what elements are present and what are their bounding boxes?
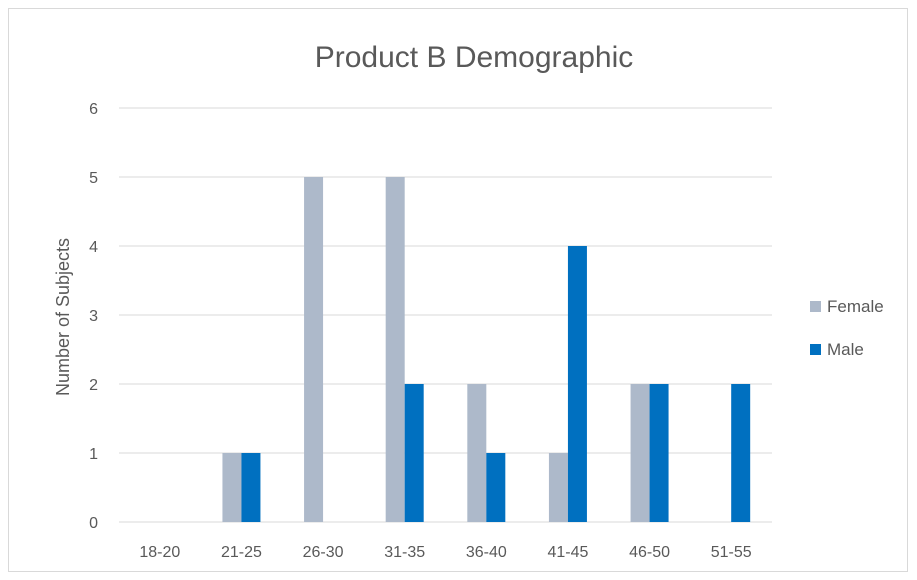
bar-female-46-50 [630,384,650,522]
bar-female-26-30 [304,177,324,522]
legend-swatch-female [810,301,821,312]
x-tick-label: 26-30 [303,544,344,561]
y-tick-label: 6 [89,101,98,118]
chart-title: Product B Demographic [315,41,634,74]
legend-label-female: Female [827,297,884,316]
y-tick-label: 2 [89,377,98,394]
bars [222,177,751,522]
x-tick-label: 46-50 [629,544,670,561]
x-tick-label: 51-55 [711,544,752,561]
x-tick-label: 36-40 [466,544,507,561]
bar-male-31-35 [404,384,424,522]
bar-male-46-50 [649,384,669,522]
x-tick-label: 21-25 [221,544,262,561]
y-tick-label: 3 [89,308,98,325]
y-tick-label: 5 [89,170,98,187]
bar-male-51-55 [731,384,751,522]
y-tick-label: 4 [89,239,98,256]
x-tick-label: 41-45 [547,544,588,561]
legend: Female Male [810,297,884,359]
gridlines [119,107,772,523]
bar-female-21-25 [222,453,242,522]
chart-frame [8,8,908,572]
x-tick-label: 31-35 [384,544,425,561]
bar-female-31-35 [385,177,405,522]
y-axis-ticks: 0 1 2 3 4 5 6 [89,101,98,532]
x-axis-ticks: 18-20 21-25 26-30 31-35 36-40 41-45 46-50 51-55 [139,544,751,561]
bar-male-21-25 [241,453,261,522]
bar-male-36-40 [486,453,506,522]
bar-female-41-45 [548,453,568,522]
x-tick-label: 18-20 [139,544,180,561]
y-tick-label: 1 [89,446,98,463]
y-axis-label: Number of Subjects [53,238,73,396]
legend-swatch-male [810,344,821,355]
bar-female-36-40 [467,384,487,522]
y-tick-label: 0 [89,515,98,532]
bar-male-41-45 [567,246,587,522]
legend-label-male: Male [827,340,864,359]
